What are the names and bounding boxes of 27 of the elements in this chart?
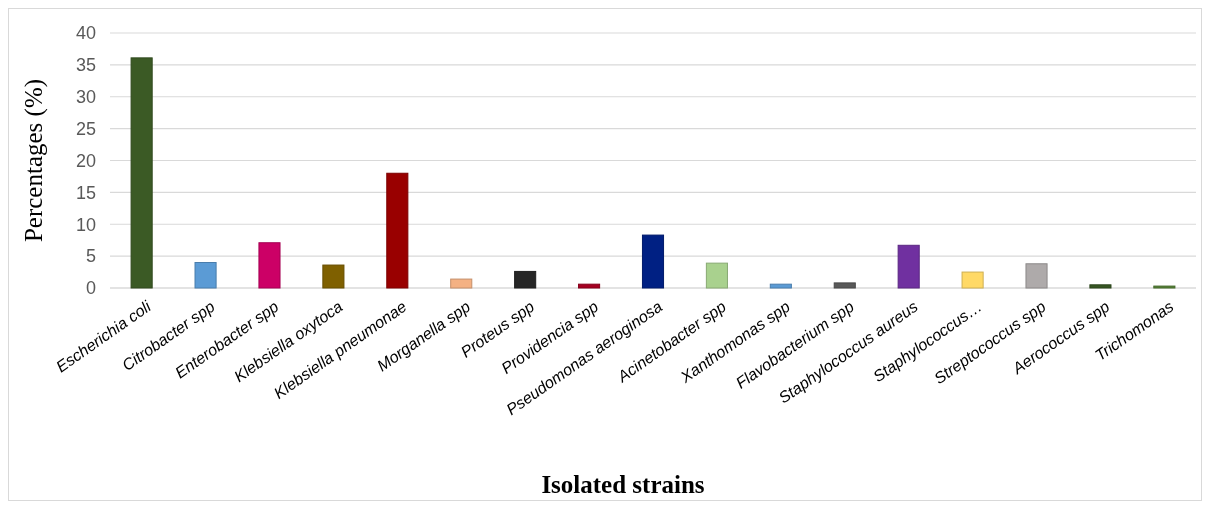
bar <box>1025 263 1048 289</box>
y-tick-label: 5 <box>85 246 96 267</box>
bar <box>833 282 856 289</box>
x-axis-title: Isolated strains <box>541 471 705 498</box>
y-tick-label: 10 <box>75 214 96 235</box>
y-tick-label: 20 <box>75 150 96 171</box>
bar <box>130 57 153 289</box>
bar <box>194 262 217 289</box>
bar <box>641 234 665 289</box>
bar <box>897 244 920 289</box>
bar <box>705 262 728 289</box>
bar <box>578 283 601 289</box>
bar <box>1089 284 1112 289</box>
y-tick-label: 0 <box>85 278 96 299</box>
bar <box>450 278 473 289</box>
y-tick-label: 15 <box>75 182 96 203</box>
bar <box>322 264 345 289</box>
y-tick-label: 35 <box>75 55 96 76</box>
bar <box>258 242 281 289</box>
bar <box>514 270 537 289</box>
y-tick-label: 25 <box>75 118 96 139</box>
y-axis-title: Percentages (%) <box>20 78 48 243</box>
bar <box>769 283 792 289</box>
y-tick-label: 30 <box>75 87 96 108</box>
bar <box>961 271 984 289</box>
bar <box>386 172 409 289</box>
y-tick-label: 40 <box>75 23 96 44</box>
